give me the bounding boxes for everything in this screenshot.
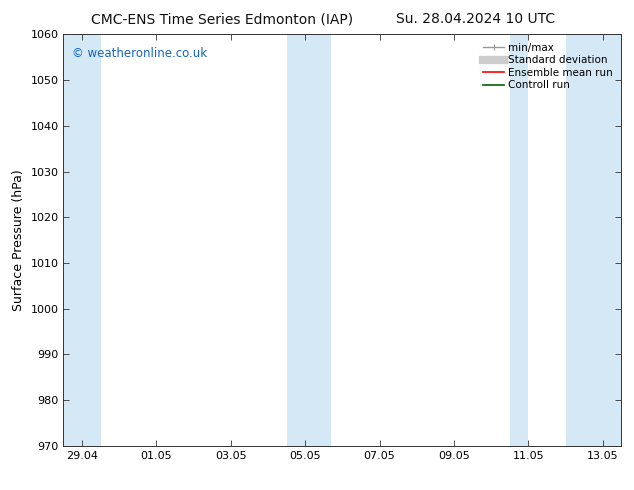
Text: CMC-ENS Time Series Edmonton (IAP): CMC-ENS Time Series Edmonton (IAP) <box>91 12 353 26</box>
Bar <box>63 34 101 446</box>
Legend: min/max, Standard deviation, Ensemble mean run, Controll run: min/max, Standard deviation, Ensemble me… <box>480 40 616 94</box>
Text: © weatheronline.co.uk: © weatheronline.co.uk <box>72 47 207 60</box>
Text: Su. 28.04.2024 10 UTC: Su. 28.04.2024 10 UTC <box>396 12 555 26</box>
Bar <box>305 34 331 446</box>
Bar <box>566 34 621 446</box>
Y-axis label: Surface Pressure (hPa): Surface Pressure (hPa) <box>12 169 25 311</box>
Bar <box>510 34 528 446</box>
Bar <box>287 34 305 446</box>
